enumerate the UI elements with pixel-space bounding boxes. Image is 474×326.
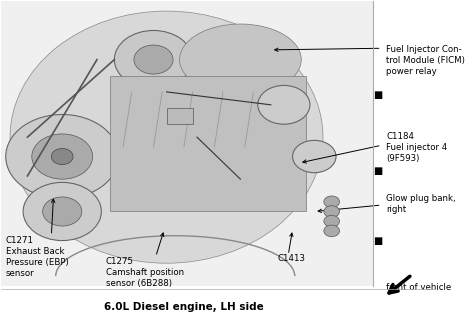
Text: C1413: C1413: [277, 254, 305, 262]
Ellipse shape: [180, 24, 301, 95]
Text: ■: ■: [374, 236, 383, 245]
Circle shape: [258, 85, 310, 124]
Circle shape: [134, 45, 173, 74]
Text: ■: ■: [374, 90, 383, 100]
Circle shape: [324, 206, 339, 217]
Circle shape: [43, 197, 82, 226]
Text: C1184
Fuel injector 4
(9F593): C1184 Fuel injector 4 (9F593): [386, 132, 447, 164]
Circle shape: [6, 114, 118, 199]
Text: C1275
Camshaft position
sensor (6B288): C1275 Camshaft position sensor (6B288): [106, 257, 184, 288]
Text: 6.0L Diesel engine, LH side: 6.0L Diesel engine, LH side: [104, 302, 264, 312]
Bar: [110, 76, 306, 212]
Bar: [166, 108, 192, 124]
Circle shape: [114, 30, 192, 89]
Circle shape: [32, 134, 92, 179]
Circle shape: [324, 196, 339, 208]
Text: Fuel Injector Con-
trol Module (FICM)
power relay: Fuel Injector Con- trol Module (FICM) po…: [386, 45, 465, 76]
Circle shape: [292, 141, 336, 173]
Ellipse shape: [10, 11, 323, 263]
Circle shape: [51, 148, 73, 165]
Text: Glow plug bank,
right: Glow plug bank, right: [386, 194, 456, 214]
Circle shape: [324, 215, 339, 227]
Circle shape: [23, 182, 101, 241]
Bar: [1, 1, 373, 286]
Circle shape: [324, 225, 339, 237]
Text: ■: ■: [374, 166, 383, 176]
Text: C1271
Exhaust Back
Pressure (EBP)
sensor: C1271 Exhaust Back Pressure (EBP) sensor: [6, 236, 68, 278]
Text: front of vehicle: front of vehicle: [386, 283, 451, 291]
